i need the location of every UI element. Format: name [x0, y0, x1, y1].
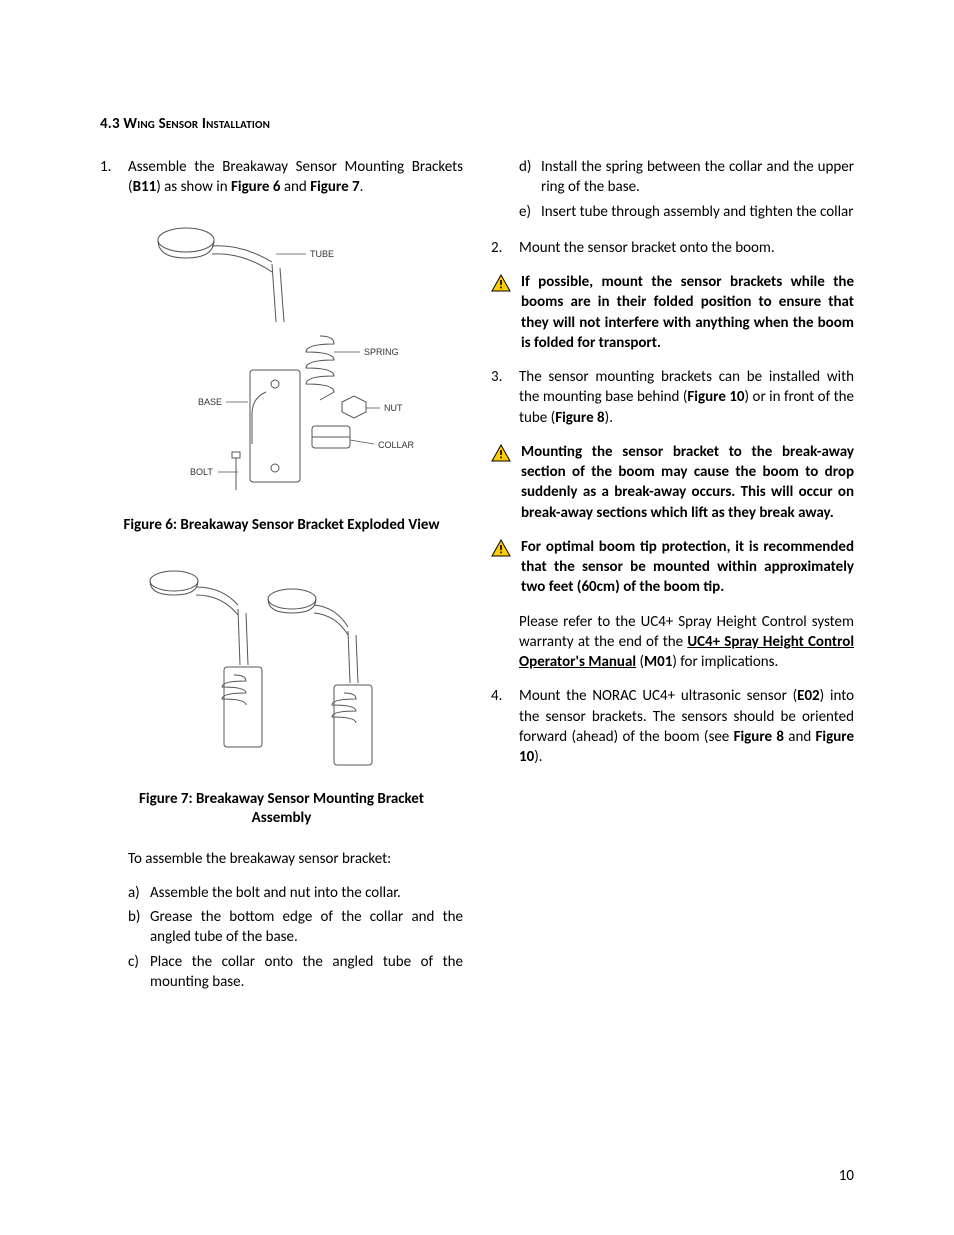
figure-6: TUBE SPRING NUT BASE COLLAR BOLT — [128, 212, 463, 508]
label-collar: COLLAR — [378, 440, 415, 450]
figure-7-diagram — [128, 555, 388, 775]
column-left: 1. Assemble the Breakaway Sensor Mountin… — [100, 157, 463, 996]
substep-e: e)Insert tube through assembly and tight… — [519, 202, 854, 222]
step-3-text: The sensor mounting brackets can be inst… — [519, 368, 854, 427]
warning-1-text: If possible, mount the sensor brackets w… — [521, 272, 854, 353]
substeps-right: d)Install the spring between the collar … — [491, 157, 854, 222]
page: 4.3 Wing Sensor Installation 1. Assemble… — [0, 0, 954, 1235]
label-base: BASE — [198, 397, 222, 407]
step-1: 1. Assemble the Breakaway Sensor Mountin… — [100, 157, 463, 198]
steps-left: 1. Assemble the Breakaway Sensor Mountin… — [100, 157, 463, 198]
column-right: d)Install the spring between the collar … — [491, 157, 854, 996]
substep-d: d)Install the spring between the collar … — [519, 157, 854, 198]
step-4-text: Mount the NORAC UC4+ ultrasonic sensor (… — [519, 687, 854, 766]
step-3: 3. The sensor mounting brackets can be i… — [491, 367, 854, 428]
two-column-layout: 1. Assemble the Breakaway Sensor Mountin… — [100, 157, 854, 996]
warning-3: For optimal boom tip protection, it is r… — [491, 537, 854, 598]
label-bolt: BOLT — [190, 467, 213, 477]
steps-right: 2. Mount the sensor bracket onto the boo… — [491, 238, 854, 258]
warning-2: Mounting the sensor bracket to the break… — [491, 442, 854, 523]
warning-icon — [491, 444, 511, 462]
warning-1: If possible, mount the sensor brackets w… — [491, 272, 854, 353]
substep-c: c)Place the collar onto the angled tube … — [128, 952, 463, 993]
figure-6-diagram: TUBE SPRING NUT BASE COLLAR BOLT — [128, 212, 428, 502]
warning-icon — [491, 539, 511, 557]
page-number: 10 — [839, 1167, 854, 1185]
figure-7 — [128, 555, 463, 781]
label-spring: SPRING — [364, 347, 399, 357]
steps-right-3: 3. The sensor mounting brackets can be i… — [491, 367, 854, 428]
label-nut: NUT — [384, 403, 403, 413]
figure-7-caption: Figure 7: Breakaway Sensor Mounting Brac… — [120, 790, 443, 829]
substep-a: a)Assemble the bolt and nut into the col… — [128, 883, 463, 903]
section-heading: 4.3 Wing Sensor Installation — [100, 115, 854, 133]
warning-icon — [491, 274, 511, 292]
step-4: 4. Mount the NORAC UC4+ ultrasonic senso… — [491, 686, 854, 767]
step-1-text: Assemble the Breakaway Sensor Mounting B… — [128, 158, 463, 196]
substeps-left: a)Assemble the bolt and nut into the col… — [100, 883, 463, 992]
reference-block: Please refer to the UC4+ Spray Height Co… — [519, 612, 854, 673]
label-tube: TUBE — [310, 249, 334, 259]
step-number: 1. — [100, 157, 111, 177]
warning-3-text: For optimal boom tip protection, it is r… — [521, 537, 854, 598]
figure-6-caption: Figure 6: Breakaway Sensor Bracket Explo… — [120, 516, 443, 536]
steps-right-4: 4. Mount the NORAC UC4+ ultrasonic senso… — [491, 686, 854, 767]
step-2: 2. Mount the sensor bracket onto the boo… — [491, 238, 854, 258]
warning-2-text: Mounting the sensor bracket to the break… — [521, 442, 854, 523]
assemble-intro: To assemble the breakaway sensor bracket… — [128, 849, 463, 869]
substep-b: b)Grease the bottom edge of the collar a… — [128, 907, 463, 948]
